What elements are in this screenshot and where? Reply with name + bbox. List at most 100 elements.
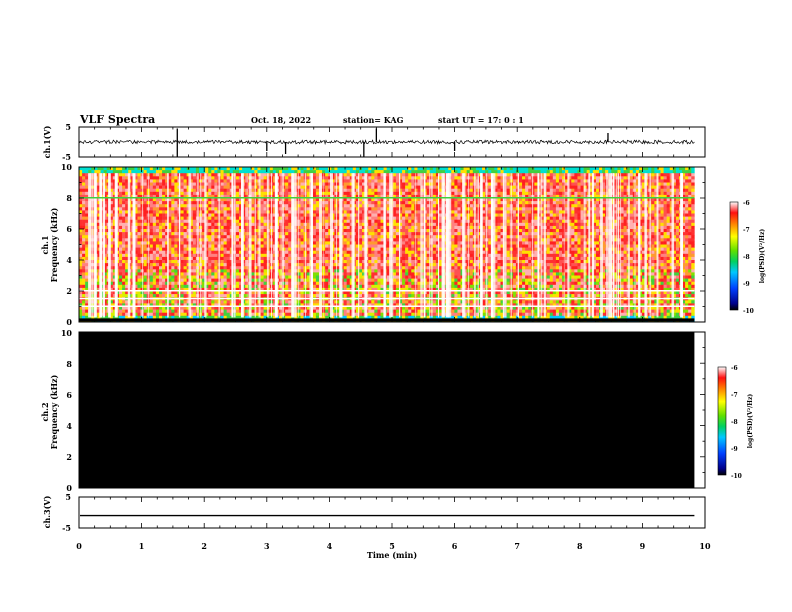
ch1-spec-cell <box>223 241 227 245</box>
ch1-spec-cell <box>325 201 329 205</box>
ch1-spec-cell <box>183 201 187 205</box>
ch1-spec-cell <box>312 275 317 279</box>
ch1-spec-cell <box>226 179 231 183</box>
ch1-spec-cell <box>380 235 384 239</box>
ch1-spec-cell <box>79 269 83 273</box>
ch1-spec-cell <box>297 281 301 286</box>
ch1-spec-cell <box>380 173 384 177</box>
ch1-spec-cell <box>149 300 154 304</box>
ch1-spec-cell <box>143 204 147 208</box>
ch1-spec-cell <box>152 173 157 177</box>
ch1-spec-cell <box>159 219 163 224</box>
ch1-spec-cell <box>254 287 258 292</box>
ch1-spec-cell <box>214 256 218 261</box>
ch1-spec-cell <box>300 191 304 196</box>
ch1-spec-cell <box>125 260 129 264</box>
ch1-spec-cell <box>337 260 341 264</box>
ch1-spec-cell <box>349 194 354 199</box>
ch1-spec-cell <box>260 238 264 242</box>
ch1-spec-cell <box>109 241 114 245</box>
ch1-spec-cell <box>149 232 154 236</box>
ch1-spec-cell <box>159 210 163 214</box>
ch1-spec-cell <box>112 312 117 317</box>
ch1-spec-cell <box>328 250 332 255</box>
ch1-spec-cell <box>214 188 218 193</box>
ch1-spec-cell <box>168 176 172 180</box>
ch1-spec-cell <box>174 253 178 258</box>
ch1-spec-cell <box>97 173 101 177</box>
ch1-spec-cell <box>82 232 86 236</box>
ch1-spec-cell <box>315 260 320 264</box>
ch1-spec-cell <box>122 269 126 273</box>
ch1-spec-cell <box>374 263 378 267</box>
ch1-spec-cell <box>349 210 354 214</box>
ch1-spec-cell <box>377 182 381 186</box>
ch1-spec-cell <box>143 260 147 264</box>
ch1-spec-cell <box>260 256 264 261</box>
ch1-spec-cell <box>82 222 86 227</box>
ch1-spec-cell <box>371 198 375 202</box>
ch1-spec-cell <box>112 188 117 193</box>
ch1-spec-cell <box>328 191 332 196</box>
ch1-spec-cell <box>334 272 338 276</box>
ch1-spec-cell <box>254 278 258 282</box>
ch1-spec-cell <box>251 284 255 289</box>
ch1-spec-cell <box>79 179 83 183</box>
ch1-spec-cell <box>343 281 347 286</box>
ch1-spec-cell <box>300 281 304 286</box>
ch1-spec-cell <box>371 170 375 174</box>
ch1-spec-cell <box>300 204 304 208</box>
ch1-spec-cell <box>288 210 292 214</box>
ch1-spec-cell <box>183 170 187 174</box>
ch1-spec-cell <box>214 179 218 183</box>
ch1-spec-cell <box>189 182 194 186</box>
ch1-spec-cell <box>186 287 191 292</box>
ch1-spec-cell <box>122 167 126 171</box>
ch1-spec-cell <box>85 275 89 279</box>
ch1-spec-cell <box>312 300 317 304</box>
ch1-spec-cell <box>165 216 169 220</box>
ch1-spec-cell <box>152 256 157 261</box>
ch1-spec-cell <box>162 232 166 236</box>
ch1-spec-cell <box>168 263 172 267</box>
ch1-spec-cell <box>211 176 215 180</box>
ch1-spec-cell <box>143 309 147 313</box>
ch1-spec-cell <box>334 309 338 313</box>
ch1-spec-cell <box>260 222 264 227</box>
ch1-spec-cell <box>100 225 104 230</box>
ch1-spec-cell <box>165 312 169 317</box>
ch1-spec-cell <box>380 287 384 292</box>
ch1-spec-cell <box>368 269 372 273</box>
ch1-spec-cell <box>171 247 175 251</box>
ch1-spec-cell <box>137 291 141 295</box>
ch1-spec-cell <box>362 266 366 270</box>
ch1-spec-cell <box>362 253 366 258</box>
ch1-spec-cell <box>371 238 375 242</box>
ch1-spec-cell <box>137 303 141 307</box>
ch1-spec-cell <box>122 287 126 292</box>
ch1-spec-cell <box>337 194 341 199</box>
ch1-spec-cell <box>328 213 332 217</box>
ch1-spec-cell <box>334 275 338 279</box>
ch1-spec-cell <box>355 260 360 264</box>
ch1-spec-cell <box>202 235 206 239</box>
ch1-spec-cell <box>159 284 163 289</box>
ch1-spec-cell <box>205 182 209 186</box>
ch1-spec-cell <box>358 300 363 304</box>
ch1-spec-cell <box>355 275 360 279</box>
ch1-spec-cell <box>272 191 277 196</box>
ch1-spec-cell <box>122 201 126 205</box>
ch1-spec-cell <box>109 194 114 199</box>
ch1-spec-cell <box>306 247 311 251</box>
ch1-spec-cell <box>183 176 187 180</box>
ch1-spec-cell <box>214 210 218 214</box>
ch1-noise-trace <box>78 139 695 146</box>
ch1-spec-cell <box>251 303 255 307</box>
ch1-spec-cell <box>358 229 363 233</box>
ch1-spec-cell <box>134 241 138 245</box>
ch1-spec-cell <box>285 219 289 224</box>
ch1-spec-cell <box>337 179 341 183</box>
ch1-spec-cell <box>362 300 366 304</box>
ch1-spec-cell <box>165 300 169 304</box>
ch1-spec-cell <box>220 235 224 239</box>
